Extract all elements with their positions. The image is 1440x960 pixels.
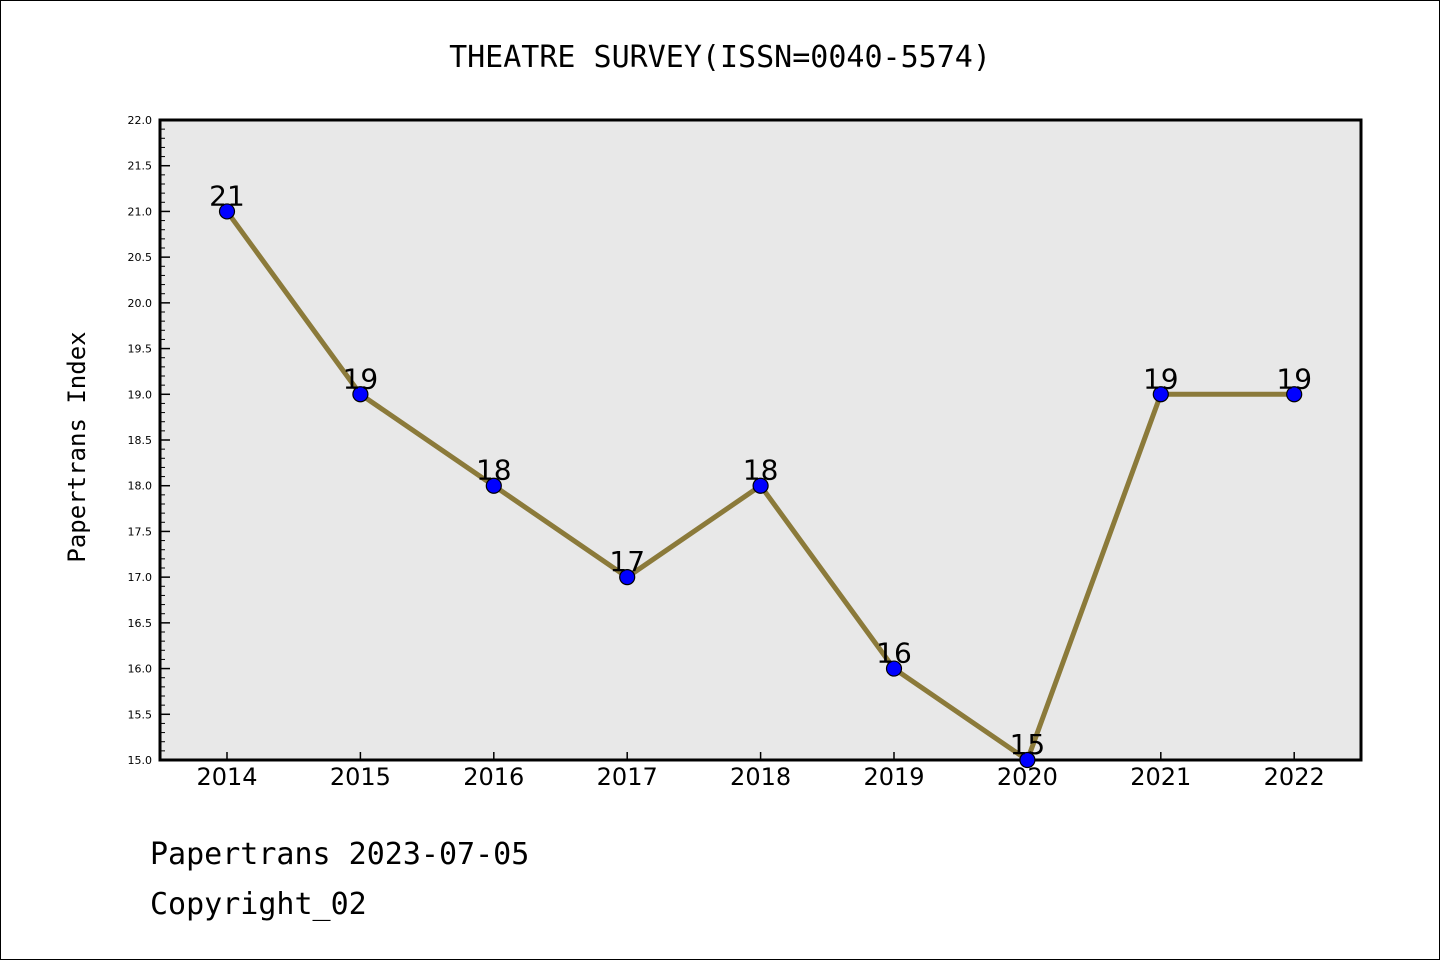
footer-date: Papertrans 2023-07-05 bbox=[150, 837, 529, 872]
y-tick-label: 16.5 bbox=[128, 617, 153, 630]
y-tick-label: 15.0 bbox=[128, 754, 153, 767]
data-point bbox=[1286, 386, 1303, 403]
x-tick-label: 2014 bbox=[196, 763, 257, 791]
x-tick-label: 2015 bbox=[330, 763, 391, 791]
data-point bbox=[1152, 386, 1169, 403]
series-markers bbox=[218, 203, 1303, 769]
x-tick-label: 2019 bbox=[863, 763, 924, 791]
data-label: 19 bbox=[1143, 362, 1179, 395]
y-axis-label: Papertrans Index bbox=[63, 331, 91, 562]
y-axis: 15.0 15.5 16.0 16.5 17.0 17.5 18.0 18.5 19.0 19.5… bbox=[128, 114, 170, 767]
y-tick-label: 21.5 bbox=[128, 160, 153, 173]
x-tick-label: 2016 bbox=[463, 763, 524, 791]
data-label: 15 bbox=[1010, 728, 1046, 761]
data-point bbox=[885, 660, 903, 677]
y-tick-label: 15.5 bbox=[128, 708, 153, 721]
chart-title: THEATRE SURVEY(ISSN=0040-5574) bbox=[449, 40, 991, 75]
x-axis: 2014 2015 2016 2017 2018 2019 2020 2021 2022 bbox=[196, 752, 1325, 791]
data-label: 21 bbox=[209, 179, 245, 212]
y-tick-label: 18.0 bbox=[128, 480, 153, 493]
y-tick-label: 16.0 bbox=[128, 663, 153, 676]
data-point bbox=[619, 569, 636, 586]
data-label: 18 bbox=[743, 454, 779, 487]
data-label: 18 bbox=[476, 454, 512, 487]
y-tick-label: 20.0 bbox=[128, 297, 153, 310]
y-tick-label: 18.5 bbox=[128, 434, 153, 447]
x-tick-label: 2018 bbox=[730, 763, 791, 791]
data-point bbox=[352, 386, 369, 403]
x-tick-label: 2021 bbox=[1130, 763, 1191, 791]
y-tick-label: 21.0 bbox=[128, 205, 153, 218]
data-label: 19 bbox=[343, 362, 379, 395]
x-tick-label: 2022 bbox=[1264, 763, 1325, 791]
y-tick-label: 19.5 bbox=[128, 343, 153, 356]
y-tick-label: 17.5 bbox=[128, 525, 153, 538]
y-tick-label: 20.5 bbox=[128, 251, 153, 264]
data-label: 16 bbox=[876, 637, 912, 670]
y-tick-label: 17.0 bbox=[128, 571, 153, 584]
x-tick-label: 2017 bbox=[597, 763, 658, 791]
data-point bbox=[1019, 751, 1036, 769]
y-tick-label: 19.0 bbox=[128, 388, 153, 401]
data-point bbox=[485, 477, 502, 494]
data-label: 19 bbox=[1276, 362, 1312, 395]
data-labels: 21 19 18 17 18 16 15 19 19 bbox=[209, 179, 1312, 761]
data-point bbox=[752, 477, 769, 494]
data-point bbox=[218, 203, 236, 220]
plot-area bbox=[158, 118, 1363, 762]
data-label: 17 bbox=[609, 545, 645, 578]
y-tick-label: 22.0 bbox=[128, 114, 153, 127]
footer-copyright: Copyright_02 bbox=[150, 887, 367, 922]
